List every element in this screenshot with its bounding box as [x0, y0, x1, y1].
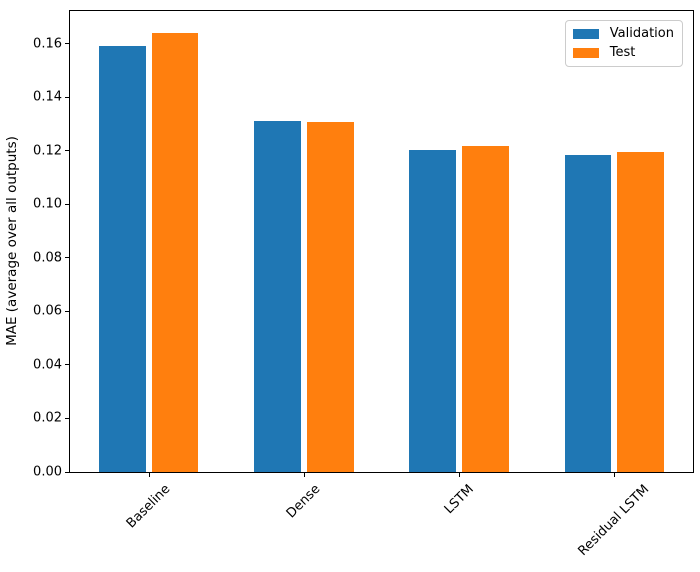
bar-baseline-validation — [99, 45, 146, 472]
legend-item-label: Validation — [609, 26, 674, 41]
bar-dense-test — [307, 121, 354, 472]
y-tick-mark — [65, 311, 69, 312]
y-tick-mark — [65, 257, 69, 258]
y-tick-label: 0.04 — [33, 357, 62, 373]
y-axis-label: MAE (average over all outputs) — [4, 136, 20, 346]
x-tick-mark — [614, 473, 616, 477]
y-tick-label: 0.14 — [33, 89, 62, 105]
y-tick-mark — [65, 204, 69, 205]
x-tick-mark — [148, 473, 150, 477]
bar-lstm-validation — [409, 149, 456, 472]
y-tick-mark — [65, 43, 69, 44]
y-tick-label: 0.10 — [33, 196, 62, 212]
bar-baseline-test — [151, 33, 199, 472]
x-tick-label: LSTM — [441, 482, 477, 518]
legend-item-validation: Validation — [572, 26, 674, 41]
y-tick-label: 0.00 — [33, 464, 62, 480]
bar-residual-lstm-test — [617, 151, 664, 472]
y-tick-mark — [65, 472, 69, 473]
bar-lstm-test — [462, 146, 509, 472]
y-tick-mark — [65, 364, 69, 365]
y-tick-mark — [65, 418, 69, 419]
x-tick-label: Baseline — [124, 481, 174, 532]
y-tick-mark — [65, 150, 69, 151]
legend-swatch-test — [572, 47, 599, 58]
y-tick-label: 0.12 — [33, 143, 62, 159]
y-tick-label: 0.02 — [33, 410, 62, 426]
y-tick-label: 0.08 — [33, 250, 62, 266]
y-tick-label: 0.16 — [33, 36, 62, 52]
legend-item-label: Test — [609, 45, 636, 60]
bar-residual-lstm-validation — [564, 155, 612, 472]
x-tick-label: Dense — [284, 481, 324, 522]
legend-swatch-validation — [572, 28, 599, 39]
plot-area: Validation Test — [69, 10, 694, 473]
x-tick-mark — [303, 473, 305, 477]
legend: Validation Test — [564, 20, 683, 67]
y-tick-label: 0.06 — [33, 303, 62, 319]
x-tick-label: Residual LSTM — [575, 482, 653, 559]
legend-item-test: Test — [572, 45, 674, 60]
y-tick-mark — [65, 97, 69, 98]
x-tick-mark — [459, 473, 461, 477]
bar-dense-validation — [254, 121, 301, 472]
